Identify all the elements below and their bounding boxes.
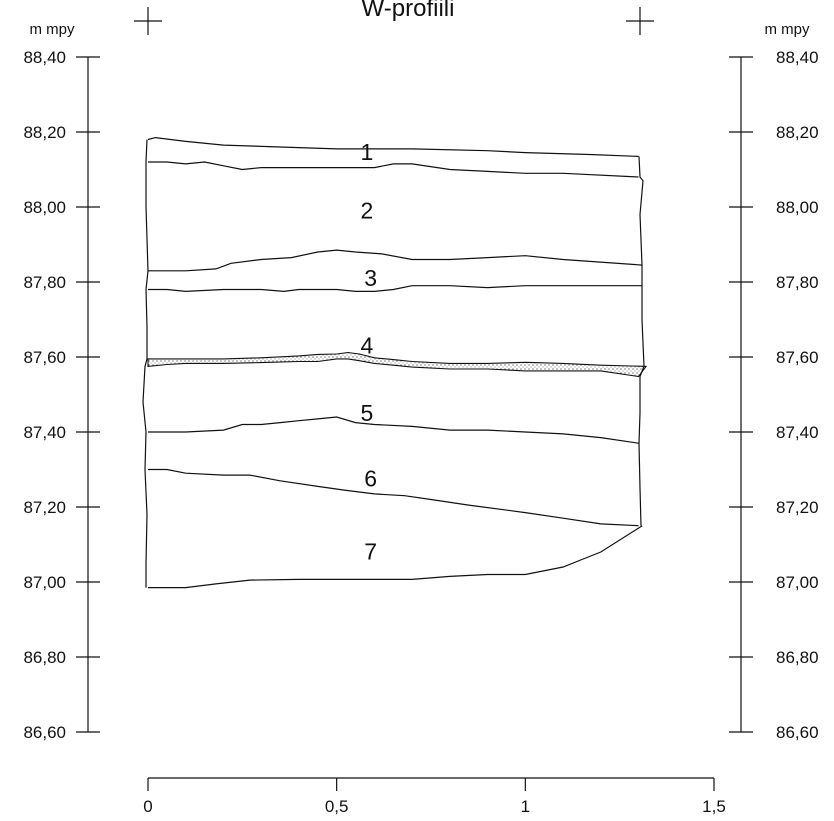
left-axis-tick-label: 87,80: [23, 273, 66, 292]
layer-boundary-surface: [147, 136, 639, 157]
right-axis-tick-label: 87,60: [776, 348, 819, 367]
right-axis-tick-label: 86,60: [776, 723, 819, 742]
left-unit-label: m mpy: [30, 21, 76, 38]
right-axis-tick-label: 87,40: [776, 423, 819, 442]
right-axis-tick-label: 88,00: [776, 198, 819, 217]
x-axis-tick-label: 0: [143, 797, 152, 816]
layer-number-label: 3: [364, 265, 377, 291]
profile-title: W-profiili: [362, 0, 455, 22]
registration-cross-right: [626, 7, 654, 35]
right-axis-tick-label: 87,20: [776, 498, 819, 517]
stratigraphy-layers: [142, 136, 648, 589]
right-axis-tick-label: 87,80: [776, 273, 819, 292]
x-axis-tick-label: 1,5: [702, 797, 726, 816]
layer-boundary-3-4: [148, 285, 643, 293]
right-axis-tick-label: 86,80: [776, 648, 819, 667]
layer-number-label: 6: [364, 465, 377, 491]
layer-boundary-6-7: [148, 468, 639, 527]
left-axis-tick-label: 88,00: [23, 198, 66, 217]
section-right-wall: [638, 156, 645, 526]
layer-number-labels: 1 2 3 4 5 6 7: [360, 139, 377, 564]
right-elevation-axis: 88,40 88,20 88,00 87,80 87,60 87,40 87,20 87,00…: [729, 48, 819, 742]
layer-boundary-1-2: [148, 161, 639, 178]
layer-boundary-5-6: [148, 416, 639, 444]
right-unit-label: m mpy: [765, 21, 811, 38]
layer-number-label: 7: [364, 539, 377, 565]
distance-axis: 0 0,5 1 1,5: [143, 777, 726, 816]
left-axis-tick-label: 88,40: [23, 48, 66, 67]
left-axis-tick-label: 87,20: [23, 498, 66, 517]
layer-number-label: 5: [360, 400, 373, 426]
right-axis-tick-label: 87,00: [776, 573, 819, 592]
left-axis-tick-label: 87,00: [23, 573, 66, 592]
right-axis-tick-label: 88,20: [776, 123, 819, 142]
layer-boundary-2-3: [148, 249, 643, 272]
left-elevation-axis: 88,40 88,20 88,00 87,80 87,60 87,40 87,20 87,00…: [23, 48, 100, 742]
section-left-wall: [142, 139, 149, 588]
right-axis-tick-label: 88,40: [776, 48, 819, 67]
left-axis-tick-label: 86,60: [23, 723, 66, 742]
x-axis-tick-label: 0,5: [325, 797, 349, 816]
layer-boundary-base: [148, 525, 643, 589]
left-axis-tick-label: 87,60: [23, 348, 66, 367]
layer-number-label: 4: [360, 332, 373, 358]
x-axis-tick-label: 1: [521, 797, 530, 816]
sand-band: [147, 351, 648, 378]
left-axis-tick-label: 88,20: [23, 123, 66, 142]
layer-number-label: 2: [360, 197, 373, 223]
left-axis-tick-label: 86,80: [23, 648, 66, 667]
registration-cross-left: [134, 7, 162, 35]
layer-number-label: 1: [360, 139, 373, 165]
left-axis-tick-label: 87,40: [23, 423, 66, 442]
